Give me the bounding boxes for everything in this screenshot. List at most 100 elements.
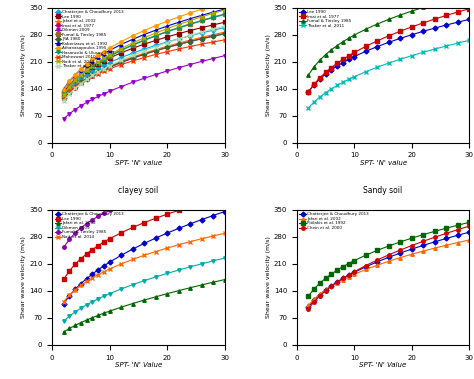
Jafari et al. 2002	[95, 313, 101, 318]
Naik et al. 2014	[90, 276, 95, 280]
Jafari et al. 2002	[317, 292, 323, 296]
Lee 1990	[130, 225, 136, 230]
Fumal & Tinsley 1985	[398, 13, 403, 17]
Naik et al. 2014	[153, 31, 158, 35]
Dikmen 2009	[78, 306, 84, 310]
Kaberizazu et al. 1992	[118, 42, 124, 47]
Imai et al. 1977	[199, 36, 204, 41]
Imai et al. 1977	[466, 6, 472, 11]
Kaberizazu et al. 1992	[153, 28, 158, 33]
Fumal & Tinsley 1985	[187, 182, 193, 187]
Jafari et al. 2002	[222, 277, 228, 282]
Maheswari 2010	[118, 62, 124, 67]
Lee 1990	[455, 20, 461, 24]
Lee 1990	[210, 23, 216, 27]
JRA 1980	[141, 52, 147, 56]
Jafari et al. 2002	[306, 303, 311, 308]
Chatterjee & Choudhury 2013	[78, 281, 84, 286]
Imai et al. 1977	[84, 77, 90, 82]
Jafari et al. 2002	[334, 280, 340, 285]
Naik et al. 2014	[84, 279, 90, 283]
Jafari et al. 2002	[323, 288, 328, 292]
Dikmen 2009	[176, 66, 182, 70]
Naik et al. 2014	[72, 288, 78, 292]
Jafari et al. 2002	[199, 283, 204, 287]
Kaberizazu et al. 1992	[90, 58, 95, 63]
Jafari et al. 2002	[90, 73, 95, 77]
Chein et al. 2000	[374, 258, 380, 262]
Fumal & Tinsley 1985	[352, 33, 357, 37]
Jafari et al. 2002	[84, 318, 90, 322]
Line: JRA 1980: JRA 1980	[62, 32, 226, 100]
Fumal & Tinsley 1985	[210, 15, 216, 19]
Jafari et al. 2002	[90, 315, 95, 320]
Chatterjee & Choudhury 2013	[95, 66, 101, 70]
Jafari et al. 2002	[311, 297, 317, 301]
Chein et al. 2000	[432, 235, 438, 240]
Fumal & Tinsley 1985	[210, 177, 216, 182]
Thaker et al. 2011	[455, 41, 461, 45]
Lee 1990	[101, 58, 107, 63]
Thaker et al. 2011	[107, 63, 112, 68]
Maheswari 2010	[107, 66, 112, 71]
Kaberizazu et al. 1992	[141, 32, 147, 37]
Jafari et al. 2002	[374, 263, 380, 268]
Dikmen 2009	[141, 279, 147, 283]
Chatterjee & Choudhury 2013	[130, 247, 136, 251]
Imai et al. 1977	[66, 90, 72, 95]
Thaker et al. 2011	[164, 40, 170, 45]
Chatterjee & Choudhury 2013	[455, 233, 461, 238]
Line: Lee 1990: Lee 1990	[62, 196, 226, 281]
Pitilakis et al. 1992	[455, 223, 461, 227]
Dikmen 2009	[187, 265, 193, 269]
Chatterjee & Choudhury 2013	[101, 263, 107, 268]
Jafari et al. 2002	[352, 272, 357, 277]
Legend: Chatterjee & Choudhury 2013, Lee 1990, Jafari et al. 2002, Imai et al. 1977, Dik: Chatterjee & Choudhury 2013, Lee 1990, J…	[54, 9, 124, 69]
JRA 1980	[176, 42, 182, 47]
Chatterjee & Choudhury 2013	[118, 55, 124, 60]
Chatterjee & Choudhury 2013	[90, 69, 95, 74]
Lee 1990	[386, 40, 392, 45]
Dikmen 2009	[66, 111, 72, 116]
JRA 1980	[222, 31, 228, 36]
Line: Imai et al. 1977: Imai et al. 1977	[307, 7, 471, 94]
Maheswari 2010	[187, 44, 193, 49]
Kaberizazu et al. 1992	[210, 10, 216, 14]
Fumal & Tinsley 1985	[432, 2, 438, 6]
Pitilakis et al. 1992	[398, 240, 403, 244]
JRA 1980	[164, 45, 170, 50]
Jafari et al. 2002	[72, 84, 78, 89]
Chein et al. 2000	[317, 294, 323, 298]
Fumal & Tinsley 1985	[118, 203, 124, 208]
Fumal & Tinsley 1985	[153, 191, 158, 196]
Chatterjee & Choudhury 2013	[187, 222, 193, 226]
Thaker et al. 2011	[72, 86, 78, 91]
Lee 1990	[306, 89, 311, 94]
Lee 1990	[61, 277, 66, 282]
Line: Pitilakis et al. 1992: Pitilakis et al. 1992	[307, 221, 471, 298]
Imai et al. 1977	[130, 56, 136, 61]
Lee 1990	[222, 20, 228, 25]
Chatterjee & Choudhury 2013	[153, 43, 158, 48]
Line: Maheswari 2010: Maheswari 2010	[62, 38, 226, 99]
Thaker et al. 2011	[311, 100, 317, 104]
Imai et al. 1977	[90, 74, 95, 78]
Jafari et al. 2002	[66, 326, 72, 331]
Thaker et al. 2011	[153, 44, 158, 49]
JRA 1980	[84, 76, 90, 81]
Dikmen 2009	[210, 258, 216, 263]
Pitilakis et al. 1992	[420, 232, 426, 237]
Dikmen 2009	[141, 76, 147, 81]
Hasancebi & Ulusay 2007	[72, 78, 78, 83]
Fumal & Tinsley 1985	[130, 42, 136, 47]
Maheswari 2010	[199, 42, 204, 47]
Dikmen 2009	[118, 287, 124, 291]
Jafari et al. 2002	[118, 59, 124, 64]
Jafari et al. 2002	[455, 240, 461, 245]
Jafari et al. 2002	[466, 238, 472, 242]
Jafari et al. 2002	[118, 305, 124, 310]
Jafari et al. 2002	[130, 301, 136, 306]
Naik et al. 2014	[66, 293, 72, 298]
Thaker et al. 2011	[61, 99, 66, 103]
Thaker et al. 2011	[222, 24, 228, 28]
